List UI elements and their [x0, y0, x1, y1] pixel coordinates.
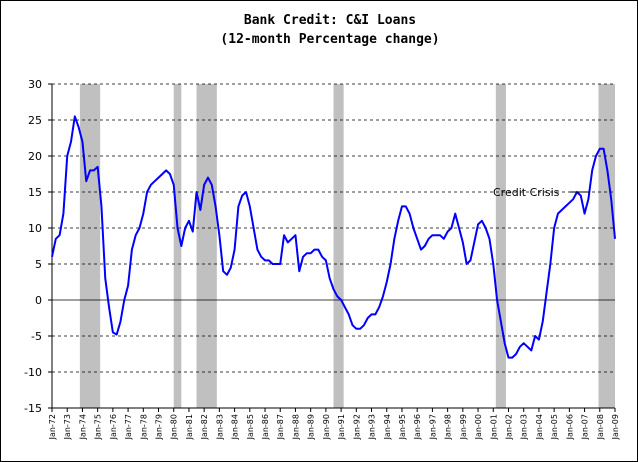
x-tick-label: Jan-94: [383, 414, 392, 440]
x-tick-label: Jan-87: [276, 414, 285, 440]
x-tick-label: Jan-91: [337, 414, 346, 440]
x-tick-label: Jan-86: [261, 414, 270, 440]
x-tick-label: Jan-85: [246, 414, 255, 440]
x-tick-label: Jan-99: [459, 414, 468, 440]
y-tick-label: -5: [31, 330, 42, 343]
y-tick-label: 20: [28, 150, 42, 163]
x-tick-label: Jan-97: [428, 414, 437, 440]
x-tick-label: Jan-08: [596, 414, 605, 440]
recession-band: [333, 84, 344, 408]
x-tick-label: Jan-79: [155, 414, 164, 440]
x-tick-label: Jan-89: [307, 414, 316, 440]
x-tick-label: Jan-72: [48, 414, 57, 440]
y-tick-label: 25: [28, 114, 42, 127]
x-tick-label: Jan-06: [565, 414, 574, 440]
x-tick-label: Jan-74: [78, 414, 87, 440]
x-tick-label: Jan-73: [63, 414, 72, 440]
x-tick-label: Jan-82: [200, 414, 209, 440]
recession-band: [598, 84, 615, 408]
chart-subtitle: (12-month Percentage change): [220, 32, 439, 47]
x-tick-label: Jan-80: [170, 414, 179, 440]
x-tick-label: Jan-02: [504, 414, 513, 440]
chart-title: Bank Credit: C&I Loans: [244, 13, 416, 28]
recession-band: [173, 84, 182, 408]
x-tick-label: Jan-76: [109, 414, 118, 440]
recession-band: [79, 84, 101, 408]
x-tick-label: Jan-00: [474, 414, 483, 440]
x-tick-label: Jan-75: [94, 414, 103, 440]
x-tick-label: Jan-84: [231, 414, 240, 440]
y-tick-label: 30: [28, 78, 42, 91]
y-tick-label: -10: [24, 366, 42, 379]
x-tick-label: Jan-98: [444, 414, 453, 440]
y-tick-label: -15: [24, 402, 42, 415]
annotation: Credit Crisis: [493, 186, 560, 199]
x-tick-label: Jan-04: [535, 414, 544, 440]
recession-band: [196, 84, 217, 408]
x-tick-label: Jan-09: [611, 414, 620, 440]
recession-band: [495, 84, 506, 408]
x-tick-label: Jan-96: [413, 414, 422, 440]
x-tick-label: Jan-92: [352, 414, 361, 440]
series-line: [51, 115, 616, 359]
x-tick-label: Jan-93: [368, 414, 377, 440]
x-tick-label: Jan-83: [215, 414, 224, 440]
y-tick-label: 10: [28, 222, 42, 235]
x-tick-label: Jan-05: [550, 414, 559, 440]
x-tick-label: Jan-78: [139, 414, 148, 440]
x-tick-label: Jan-07: [581, 414, 590, 440]
y-tick-label: 15: [28, 186, 42, 199]
x-tick-label: Jan-88: [291, 414, 300, 440]
y-tick-label: 5: [35, 258, 42, 271]
x-tick-label: Jan-90: [322, 414, 331, 440]
y-tick-label: 0: [35, 294, 42, 307]
x-tick-label: Jan-03: [520, 414, 529, 440]
x-tick-label: Jan-81: [185, 414, 194, 440]
x-tick-label: Jan-95: [398, 414, 407, 440]
x-tick-label: Jan-77: [124, 414, 133, 440]
x-tick-label: Jan-01: [489, 414, 498, 440]
